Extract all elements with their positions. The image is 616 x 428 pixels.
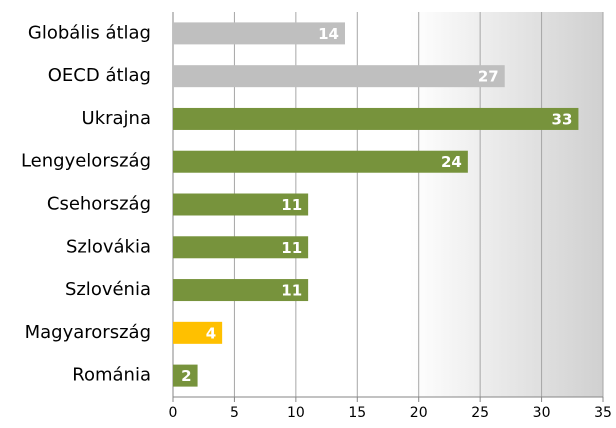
y-tick-label: Lengyelország [21,151,151,172]
value-label: 11 [281,196,302,214]
y-tick-label: Globális átlag [28,22,151,43]
value-label: 11 [281,282,302,300]
value-label: 4 [206,324,216,342]
bar [173,65,505,88]
value-label: 27 [478,68,499,86]
x-tick-label: 20 [410,405,428,421]
x-tick-label: 10 [287,405,305,421]
value-label: 14 [318,25,339,43]
y-tick-label: Magyarország [25,322,151,343]
value-label: 11 [281,239,302,257]
bar [173,22,345,45]
bar [173,236,309,259]
y-tick-label: OECD átlag [48,65,151,86]
y-tick-label: Szlovénia [65,279,151,300]
y-tick-label: Ukrajna [82,108,151,129]
value-label: 33 [552,110,573,128]
y-tick-label: Szlovákia [66,236,151,257]
x-tick-label: 35 [594,405,612,421]
bar [173,321,223,344]
value-label: 24 [441,153,462,171]
bar [173,279,309,302]
value-label: 2 [181,367,191,385]
x-tick-label: 30 [533,405,551,421]
x-tick-label: 25 [471,405,489,421]
x-tick-label: 5 [230,405,239,421]
bar [173,107,579,130]
y-tick-label: Románia [72,365,151,386]
y-tick-label: Csehország [47,194,151,215]
bar [173,364,198,387]
bar [173,193,309,216]
bar [173,150,468,173]
x-tick-label: 0 [169,405,178,421]
x-tick-label: 15 [348,405,366,421]
